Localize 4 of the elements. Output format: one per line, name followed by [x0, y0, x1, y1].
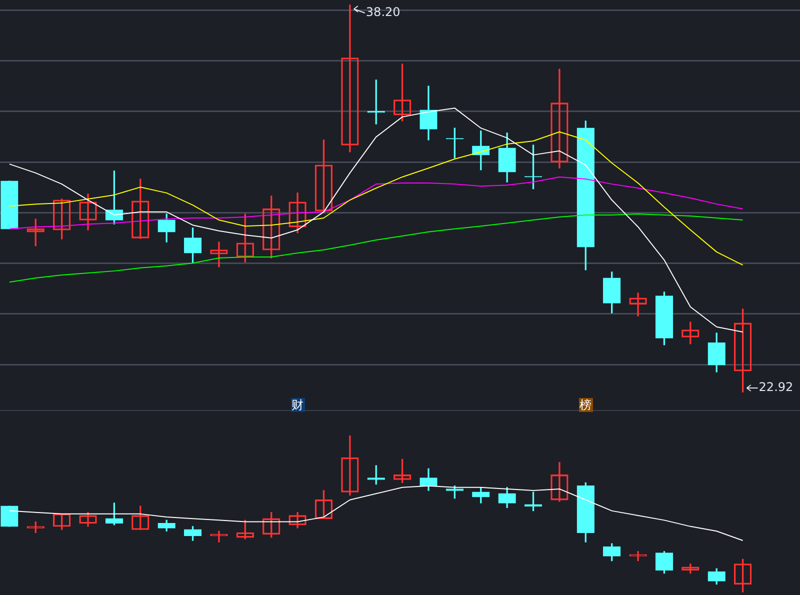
text: 22.92: [758, 380, 794, 394]
text: 榜: [578, 398, 593, 412]
annotation: 38.20: [366, 5, 400, 20]
text: 财: [290, 398, 305, 412]
